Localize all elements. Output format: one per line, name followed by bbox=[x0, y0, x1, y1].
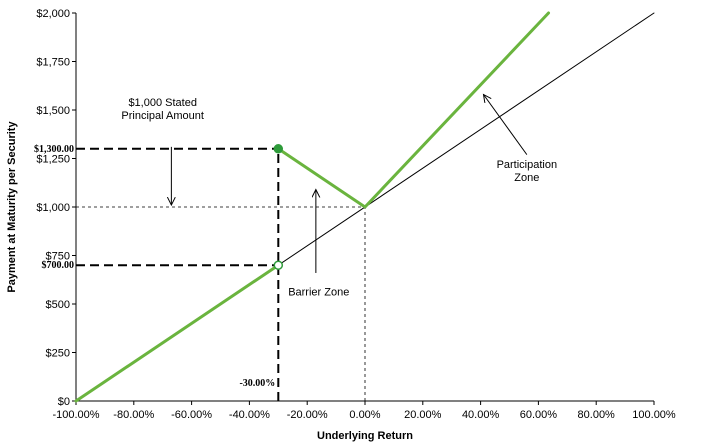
x-tick-label: 0.00% bbox=[349, 409, 380, 421]
y-tick-label: $1,000 bbox=[36, 202, 70, 214]
x-tick-label: -60.00% bbox=[171, 409, 212, 421]
annotation-line: Participation bbox=[497, 159, 558, 171]
labels: $0 $250 $500 $750 $1,000 $1,250 $1,500 $1,750 $2… bbox=[34, 8, 676, 421]
y-tick-label: $750 bbox=[46, 251, 70, 263]
payoff-line bbox=[276, 11, 551, 209]
annotation-text: $1,000 Stated Principal Amount bbox=[121, 97, 204, 122]
x-tick-label: 20.00% bbox=[404, 409, 442, 421]
y-tick-label: $2,000 bbox=[36, 8, 70, 20]
payoff-line bbox=[74, 263, 280, 403]
series bbox=[74, 11, 655, 403]
y-tick-label: $250 bbox=[46, 348, 70, 360]
annotation-text: Barrier Zone bbox=[288, 286, 349, 298]
axes bbox=[72, 12, 655, 405]
markers bbox=[273, 144, 284, 270]
annotation-text: Participation Zone bbox=[497, 159, 558, 184]
point-value-label: $700.00 bbox=[42, 260, 75, 271]
annotation-line: Barrier Zone bbox=[288, 286, 349, 298]
x-tick-label: 40.00% bbox=[462, 409, 500, 421]
x-tick-label: -100.00% bbox=[52, 409, 99, 421]
annotation-line: Principal Amount bbox=[121, 110, 204, 122]
reference-lines bbox=[76, 147, 366, 401]
y-tick-label: $1,750 bbox=[36, 57, 70, 69]
annotation-line: Zone bbox=[514, 172, 539, 184]
annotation-arrow bbox=[483, 94, 528, 155]
filled-marker bbox=[273, 144, 284, 154]
x-tick-label: -20.00% bbox=[287, 409, 328, 421]
y-tick-label: $1,500 bbox=[36, 105, 70, 117]
y-axis-title: Payment at Maturity per Security bbox=[6, 121, 18, 293]
x-tick-label: -40.00% bbox=[229, 409, 270, 421]
point-value-label: -30.00% bbox=[239, 378, 275, 389]
x-tick-label: -80.00% bbox=[113, 409, 154, 421]
x-tick-label: 80.00% bbox=[578, 409, 616, 421]
y-tick-label: $500 bbox=[46, 299, 70, 311]
point-value-label: $1,300.00 bbox=[34, 144, 74, 155]
x-tick-label: 60.00% bbox=[520, 409, 558, 421]
y-tick-label: $1,250 bbox=[36, 154, 70, 166]
annotation-line: $1,000 Stated bbox=[128, 97, 197, 109]
open-marker bbox=[273, 260, 284, 270]
x-tick-label: 100.00% bbox=[632, 409, 676, 421]
y-tick-label: $0 bbox=[58, 396, 70, 408]
x-axis-title: Underlying Return bbox=[317, 430, 413, 442]
